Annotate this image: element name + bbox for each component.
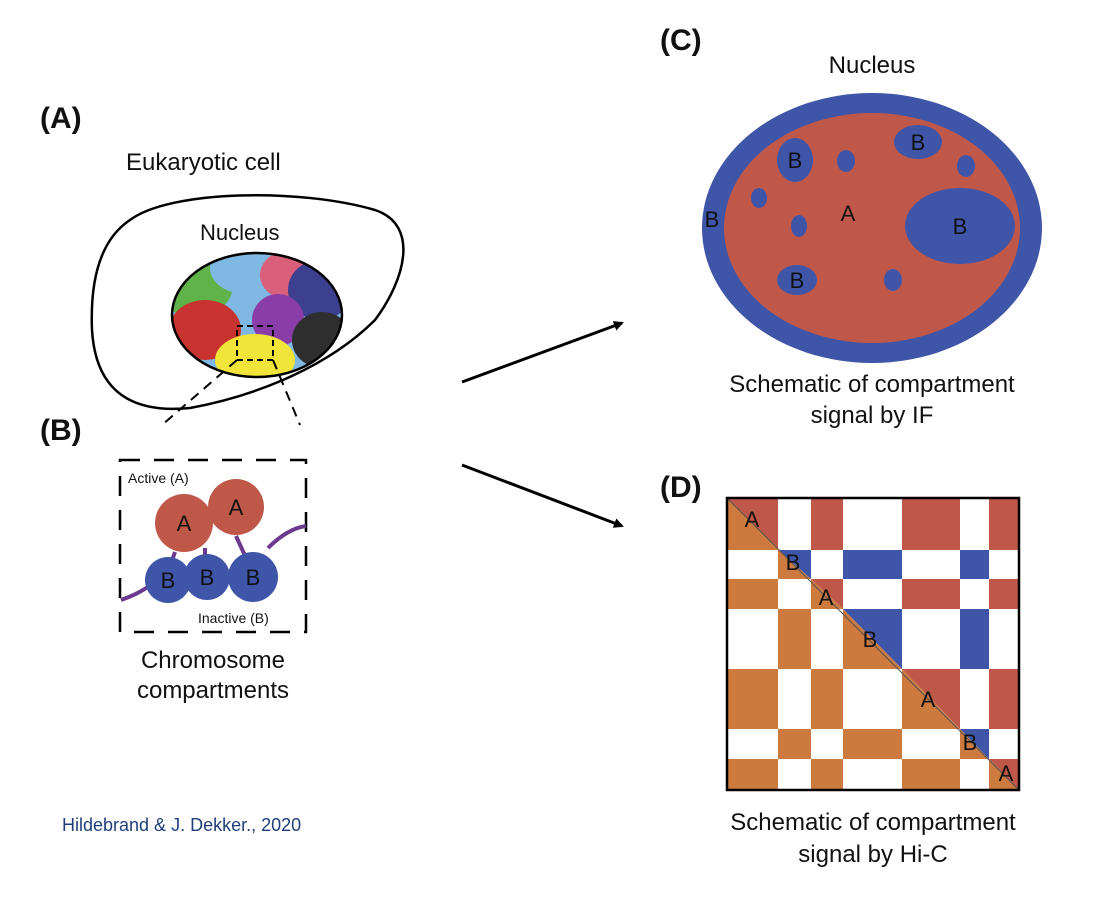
hic-diagonal-label: A bbox=[819, 585, 834, 610]
panel-d-label: (D) bbox=[660, 471, 702, 504]
b-spots: B B B B bbox=[751, 125, 1015, 295]
inactive-label: Inactive (B) bbox=[198, 610, 269, 626]
panel-c-caption-line1: Schematic of compartment bbox=[729, 371, 1015, 398]
hic-cell bbox=[843, 729, 902, 759]
bead-b bbox=[184, 554, 230, 600]
bead-b bbox=[228, 552, 278, 602]
arrow-to-d bbox=[461, 463, 624, 528]
hic-cell bbox=[902, 579, 960, 609]
bead-b-label: B bbox=[246, 565, 261, 590]
hic-cell bbox=[989, 669, 1019, 729]
hic-diagonal-label: A bbox=[921, 687, 936, 712]
hic-diagonal bbox=[726, 497, 1020, 791]
chromosome-territories bbox=[172, 253, 342, 377]
b-speck bbox=[791, 215, 807, 237]
nucleus-label-a: Nucleus bbox=[200, 220, 279, 245]
bead-b-label: B bbox=[200, 565, 215, 590]
territory-purple bbox=[252, 294, 304, 346]
panel-c-label: (C) bbox=[660, 24, 702, 57]
b-spot bbox=[894, 125, 942, 159]
hic-cell bbox=[989, 579, 1019, 609]
active-beads: A A bbox=[155, 479, 264, 552]
panel-a-label: (A) bbox=[40, 102, 82, 135]
hic-cell bbox=[811, 498, 843, 550]
panel-c-caption-line2: signal by IF bbox=[811, 402, 934, 429]
b-spot-label: B bbox=[911, 130, 926, 155]
panel-b: (B) Active (A) A A B B B Inactive (B) Ch… bbox=[40, 414, 308, 704]
territory-yellow bbox=[215, 334, 295, 377]
bead-a bbox=[208, 479, 264, 535]
b-speck bbox=[837, 150, 855, 172]
hic-diagonal-lower bbox=[843, 609, 902, 669]
b-spot-large bbox=[905, 188, 1015, 264]
hic-cell bbox=[960, 609, 989, 669]
b-spot-label: B bbox=[953, 214, 968, 239]
panel-d-caption-line1: Schematic of compartment bbox=[730, 809, 1016, 836]
arrow-to-c bbox=[461, 321, 624, 384]
panel-b-label: (B) bbox=[40, 414, 82, 447]
b-speck bbox=[957, 155, 975, 177]
hic-cell bbox=[727, 579, 778, 609]
b-spot-label: B bbox=[788, 148, 803, 173]
hic-diagonal-lower bbox=[960, 729, 989, 759]
cell-title: Eukaryotic cell bbox=[126, 149, 281, 176]
hic-diagonal-lower bbox=[902, 669, 960, 729]
panel-c: (C) Nucleus B A B B B B Schematic of com… bbox=[660, 24, 1042, 429]
b-spot bbox=[777, 265, 817, 295]
b-spot bbox=[777, 138, 813, 182]
hic-cell bbox=[960, 550, 989, 579]
hic-cell bbox=[727, 759, 778, 790]
b-speck bbox=[884, 269, 902, 291]
inactive-beads: B B B bbox=[145, 552, 278, 603]
panel-b-caption-line1: Chromosome bbox=[141, 647, 285, 674]
bead-b bbox=[145, 557, 191, 603]
panel-b-caption-line2: compartments bbox=[137, 677, 289, 704]
hic-cell bbox=[778, 729, 811, 759]
zoom-box bbox=[236, 325, 274, 361]
bead-a-label: A bbox=[229, 495, 244, 520]
citation: Hildebrand & J. Dekker., 2020 bbox=[62, 815, 301, 835]
zoom-detail-box bbox=[118, 458, 308, 634]
nucleus-label-c: Nucleus bbox=[829, 52, 916, 79]
hic-cell bbox=[727, 669, 778, 729]
interior-label: A bbox=[841, 201, 856, 226]
hic-cell bbox=[811, 759, 843, 790]
hic-diagonal-label: A bbox=[745, 507, 760, 532]
b-spot-label: B bbox=[790, 268, 805, 293]
bead-a-label: A bbox=[177, 511, 192, 536]
b-speck bbox=[751, 188, 767, 208]
hic-cell bbox=[811, 669, 843, 729]
hic-matrix-frame bbox=[725, 496, 1021, 792]
periphery-label: B bbox=[705, 207, 720, 232]
panel-d-caption-line2: signal by Hi-C bbox=[798, 841, 947, 868]
hic-cell bbox=[989, 498, 1019, 550]
bead-b-label: B bbox=[161, 568, 176, 593]
hic-cell bbox=[902, 759, 960, 790]
hic-cell bbox=[843, 550, 902, 579]
hic-diagonal-label: B bbox=[963, 730, 978, 755]
active-label: Active (A) bbox=[128, 470, 189, 486]
panel-a: (A) Eukaryotic cell Nucleus bbox=[40, 102, 405, 426]
hic-diagonal-label: A bbox=[999, 761, 1014, 786]
nucleus-outline-a bbox=[170, 251, 344, 379]
hic-cell bbox=[778, 609, 811, 669]
bead-a bbox=[155, 494, 213, 552]
zoom-line-right bbox=[272, 359, 301, 426]
hic-diagonal-lower bbox=[811, 579, 843, 609]
hic-diagonal-label: B bbox=[863, 627, 878, 652]
hic-cell bbox=[902, 498, 960, 550]
hic-diagonal-label: B bbox=[786, 550, 801, 575]
